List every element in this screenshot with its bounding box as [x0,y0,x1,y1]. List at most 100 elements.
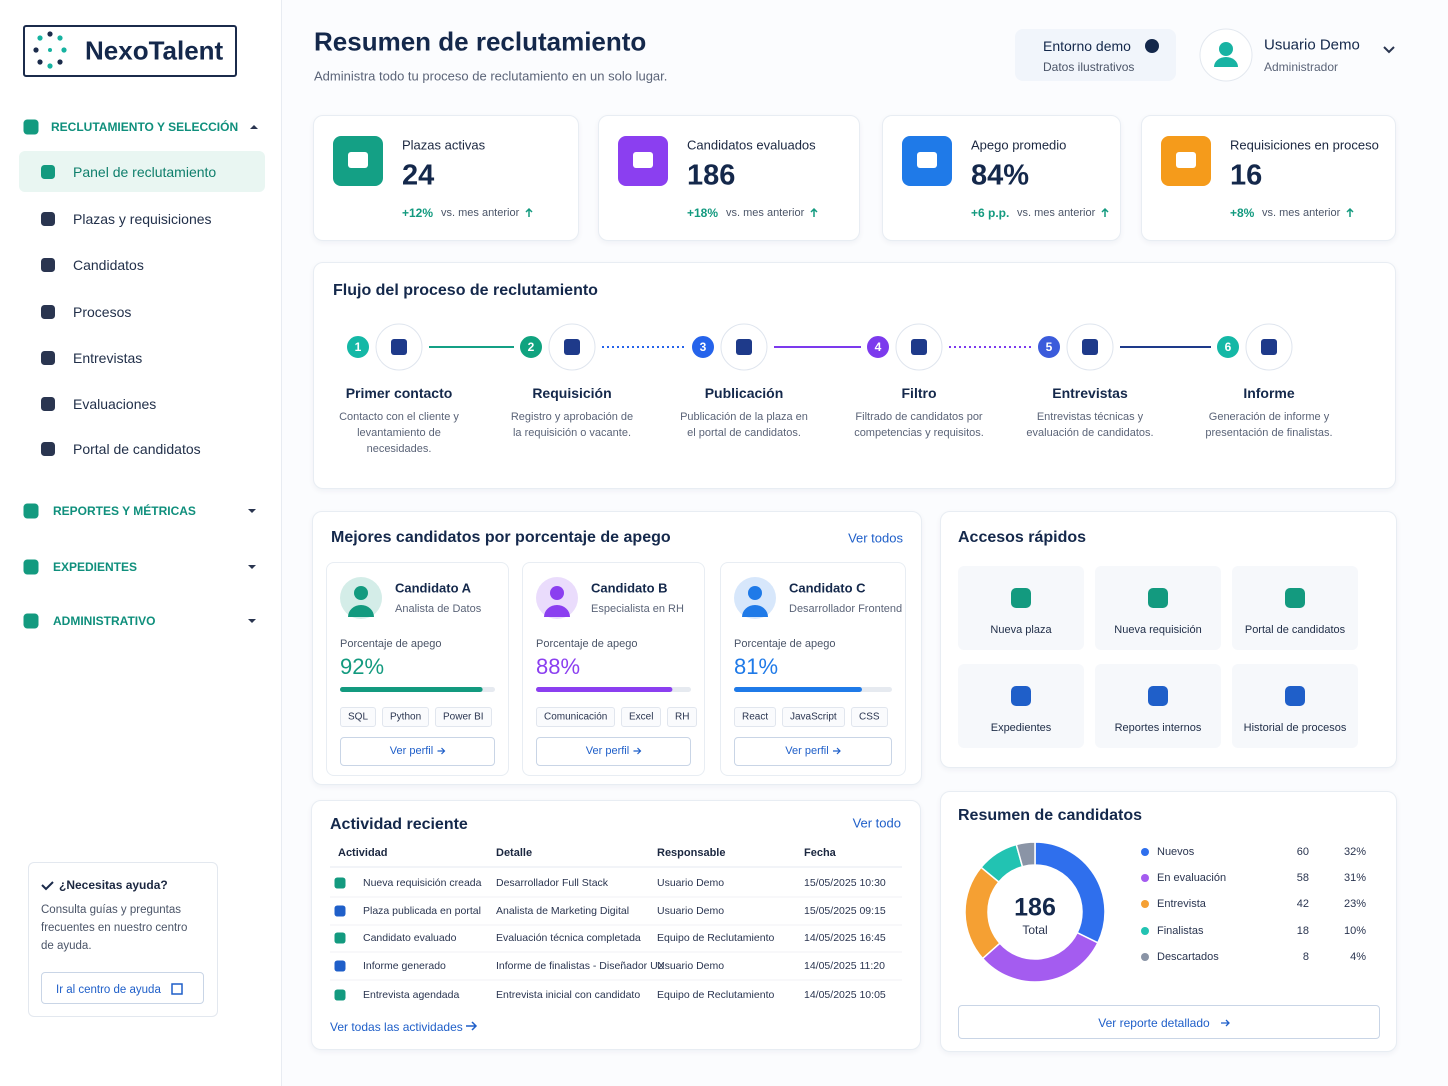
step-text: Filtrado de candidatos por competencias … [854,411,984,439]
quick-icon [1011,686,1031,706]
column-header: Fecha [804,847,836,859]
step-icon [1082,339,1098,355]
activity-cell: Informe generado [363,960,446,972]
fit-bar [536,687,673,692]
fit-caption: Porcentaje de apego [536,638,638,650]
activity-cell: Analista de Marketing Digital [496,905,630,917]
skill-chip [621,707,661,727]
logo-dot [47,63,53,69]
donut-segment [981,931,1099,983]
help-text: Consulta guías y preguntas frecuentes en… [41,904,188,952]
quick-icon [1011,588,1031,608]
quick-icon [1148,588,1168,608]
logo-dot [57,35,63,41]
logo-box [23,25,237,77]
skill-chip [667,707,697,727]
donut-total: 186 [1014,893,1056,922]
report-button-label[interactable]: Ver reporte detallado [1098,1016,1210,1030]
kpi-value: 24 [402,159,435,192]
section-title[interactable]: RECLUTAMIENTO Y SELECCIÓN [51,120,239,134]
activity-cell: Informe de finalistas - Diseñador UX [496,960,665,972]
step-text: Entrevistas técnicas y evaluación de can… [1026,411,1154,439]
fit-caption: Porcentaje de apego [340,638,442,650]
activity-icon [334,989,346,1001]
activity-cell: 15/05/2025 10:30 [804,877,886,889]
logo-dot [47,31,53,37]
nav-icon [41,165,55,179]
kpi-label: Candidatos evaluados [687,137,816,153]
legend-dot [1141,927,1149,935]
report-button[interactable] [958,1005,1380,1039]
nav-item[interactable]: Plazas y requisiciones [73,211,212,227]
section-title[interactable]: EXPEDIENTES [53,560,138,574]
link[interactable]: Ver todos [848,530,903,546]
skill-chip [782,707,845,727]
nav-item[interactable]: Evaluaciones [73,396,157,412]
section-title: Resumen de candidatos [958,807,1143,824]
activity-cell: Plaza publicada en portal [363,905,481,917]
profile-button[interactable] [536,737,691,766]
step-icon [911,339,927,355]
skill-label: RH [675,711,690,723]
profile-button-label[interactable]: Ver perfil [389,745,434,757]
skill-chip [435,707,492,727]
kpi-value: 16 [1230,159,1263,192]
step-title: Publicación [704,385,784,401]
candidate-avatar-head [748,586,762,600]
user-name[interactable]: Usuario Demo [1264,36,1360,54]
nav-item[interactable]: Procesos [73,304,132,320]
skill-label: JavaScript [790,711,837,723]
quick-icon [1285,686,1305,706]
avatar-body [1214,57,1238,67]
quick-label[interactable]: Portal de candidatos [1244,624,1346,636]
kpi-glyph [917,152,937,168]
skill-label: Python [390,711,422,723]
chevron [1383,46,1395,54]
link[interactable]: Ver todas las actividades [330,1020,463,1034]
quick-label[interactable]: Historial de procesos [1243,722,1347,734]
candidate-avatar-body [348,605,374,617]
section-title[interactable]: ADMINISTRATIVO [53,614,156,628]
arrow [1221,1019,1230,1027]
legend-name: En evaluación [1157,872,1227,884]
nav-item[interactable]: Panel de reclutamiento [73,164,217,180]
link[interactable]: Ver todo [852,815,901,831]
info-icon [1145,39,1159,53]
profile-button-label[interactable]: Ver perfil [585,745,630,757]
skill-chip [340,707,376,727]
activity-cell: Entrevista agendada [363,989,460,1001]
nav-icon [41,351,55,365]
skill-chip [382,707,429,727]
quick-label[interactable]: Nueva plaza [990,624,1052,636]
quick-label[interactable]: Reportes internos [1114,722,1202,734]
profile-button-label[interactable]: Ver perfil [785,745,829,757]
nav-item[interactable]: Entrevistas [73,350,143,366]
quick-label[interactable]: Nueva requisición [1114,624,1202,636]
help-button-label[interactable]: Ir al centro de ayuda [56,984,161,996]
step-badge [1036,334,1062,360]
arrow [466,1021,478,1031]
section-title[interactable]: REPORTES Y MÉTRICAS [53,504,196,518]
nav-icon [41,258,55,272]
step-icon [1261,339,1277,355]
help-button[interactable] [41,972,204,1004]
kpi-glyph [633,152,653,168]
logo-dot [37,59,43,65]
profile-button[interactable] [340,737,495,766]
step-badge [865,334,891,360]
candidate-name: Candidato A [395,580,472,596]
nav-icon [41,212,55,226]
logo-dot [33,47,39,53]
skill-label: CSS [859,711,880,723]
quick-label[interactable]: Expedientes [990,722,1052,734]
arrow [633,747,642,755]
section-icon [23,559,39,575]
legend-count: 8 [1302,951,1309,963]
nav-item[interactable]: Portal de candidatos [73,441,201,457]
profile-button[interactable] [734,737,892,766]
fit-caption: Porcentaje de apego [734,638,836,650]
caret [248,509,256,513]
nav-item[interactable]: Candidatos [73,257,144,273]
step-title: Filtro [901,385,937,401]
